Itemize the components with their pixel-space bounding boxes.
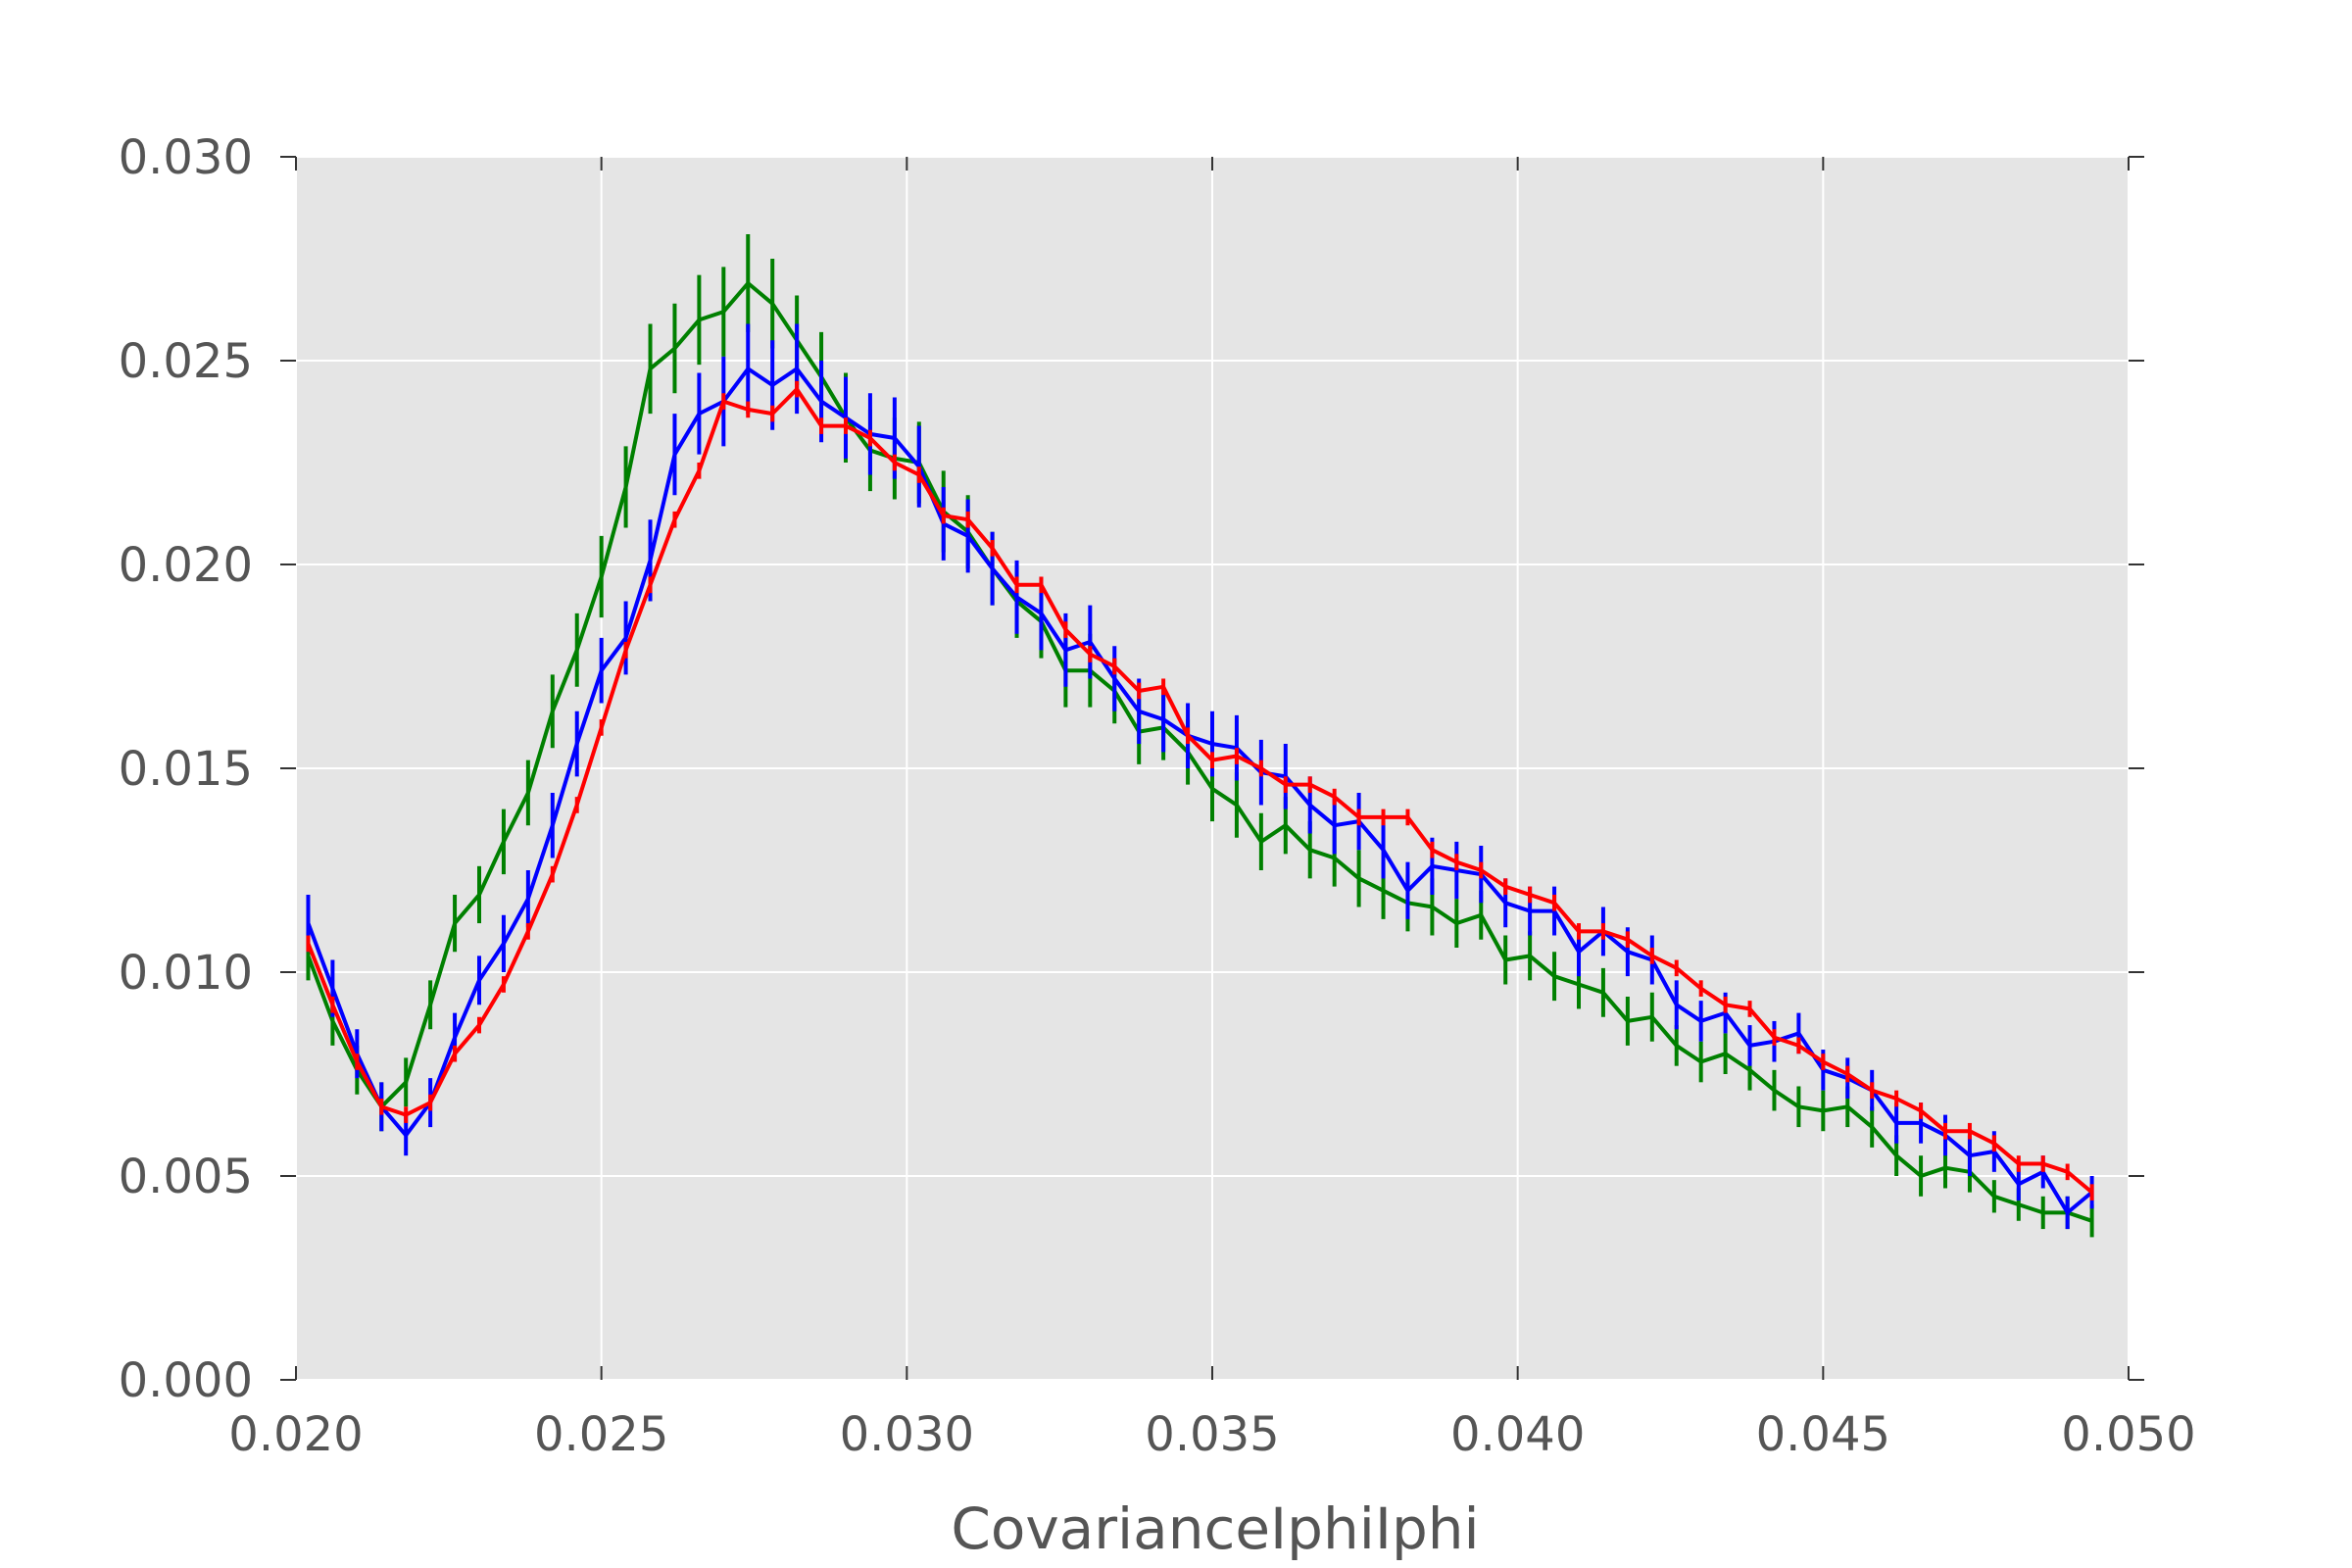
x-tick-label: 0.035: [1145, 1407, 1279, 1462]
y-tick-label: 0.015: [119, 742, 253, 797]
series-line: [306, 387, 2093, 1195]
series-3: [306, 380, 2094, 1200]
x-tick-label: 0.030: [840, 1407, 974, 1462]
y-tick-label: 0.000: [119, 1353, 253, 1408]
y-tick-label: 0.010: [119, 946, 253, 1001]
y-tick-label: 0.005: [119, 1150, 253, 1204]
x-tick-label: 0.020: [228, 1407, 363, 1462]
x-tick-label: 0.050: [2061, 1407, 2195, 1462]
x-tick-label: 0.040: [1450, 1407, 1585, 1462]
x-tick-label: 0.025: [534, 1407, 668, 1462]
y-tick-label: 0.020: [119, 538, 253, 593]
x-axis-title: CovarianceIphiIphi: [951, 1495, 1479, 1562]
series-line: [306, 367, 2093, 1215]
series-layer: [306, 234, 2094, 1238]
y-tick-label: 0.025: [119, 334, 253, 389]
x-tick-labels: 0.020 0.025 0.030 0.035 0.040 0.045 0.050: [228, 1407, 2195, 1462]
series-line: [306, 281, 2093, 1223]
y-tick-labels: 0.000 0.005 0.010 0.015 0.020 0.025 0.030: [119, 130, 253, 1408]
x-tick-label: 0.045: [1756, 1407, 1890, 1462]
axis-ticks: [280, 156, 2144, 1381]
y-tick-label: 0.030: [119, 130, 253, 185]
